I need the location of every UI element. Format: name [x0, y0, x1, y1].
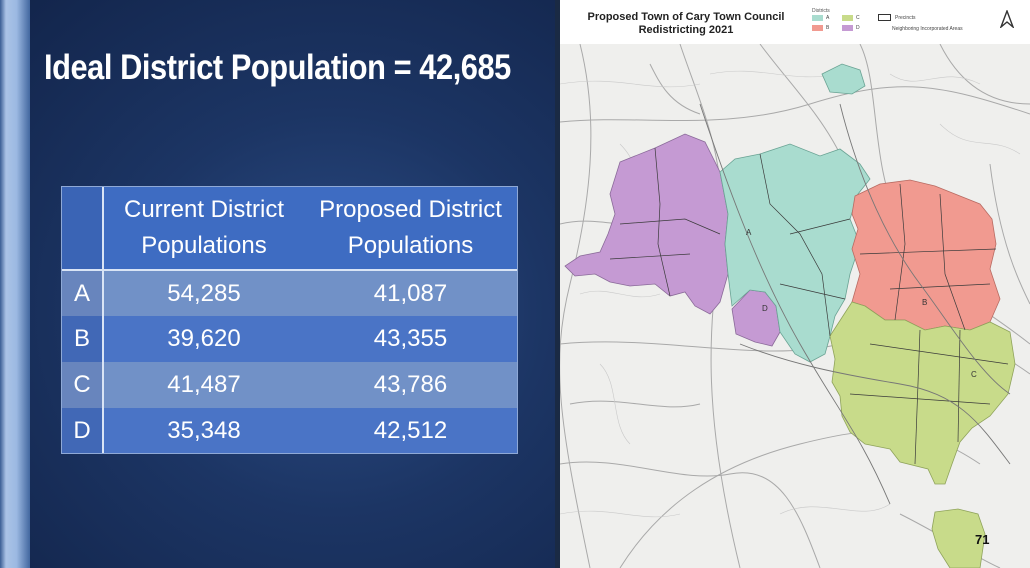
- legend-item-precincts: Precincts: [878, 14, 916, 21]
- district-cell: C: [62, 362, 104, 408]
- current-population-cell: 41,487: [167, 371, 241, 398]
- header-current: Current District Populations: [104, 187, 304, 269]
- legend-label-c: C: [856, 15, 860, 21]
- header-proposed: Proposed District Populations: [304, 187, 517, 269]
- legend-precinct-outline: [878, 14, 891, 21]
- table-header-row: Current District Populations Proposed Di…: [62, 187, 517, 271]
- legend-label-d: D: [856, 25, 860, 31]
- map-label-b: B: [922, 298, 928, 307]
- proposed-population-cell: 43,786: [373, 371, 448, 398]
- legend-item-c: C: [842, 15, 860, 21]
- district-cell: D: [62, 408, 104, 453]
- district-c-shape: [829, 301, 1016, 485]
- current-population-cell: 39,620: [167, 325, 241, 352]
- slide-left-rail: [0, 0, 30, 568]
- panel-divider: [555, 0, 560, 568]
- header-proposed-text: Proposed District Populations: [319, 196, 502, 259]
- proposed-population-cell: 43,355: [373, 325, 448, 352]
- legend-item-neighboring: Neighboring Incorporated Areas: [892, 26, 963, 32]
- legend-swatch-b: [812, 25, 823, 31]
- overlay-streets: [699, 103, 1011, 505]
- table-row: B 39,620 43,355: [62, 316, 517, 362]
- legend-swatch-d: [842, 25, 853, 31]
- map-title-line1: Proposed Town of Cary Town Council: [587, 11, 785, 23]
- table-row: C 41,487 43,786: [62, 362, 517, 408]
- slide-title: Ideal District Population = 42,685: [44, 48, 511, 87]
- presentation-slide: Ideal District Population = 42,685 Curre…: [0, 0, 555, 568]
- map-title: Proposed Town of Cary Town Council Redis…: [566, 11, 806, 37]
- header-corner-cell: [62, 187, 104, 269]
- proposed-population-cell: 41,087: [373, 279, 448, 307]
- map-label-c: C: [971, 370, 977, 379]
- current-population-cell: 54,285: [167, 279, 241, 307]
- district-cell: A: [62, 271, 104, 316]
- legend-swatch-a: [812, 15, 823, 21]
- proposed-population-cell: 42,512: [373, 416, 448, 444]
- district-c-shape: [931, 508, 986, 568]
- map-title-line2: Redistricting 2021: [638, 24, 734, 36]
- table-row: D 35,348 42,512: [62, 408, 517, 453]
- slide-page-number: 71: [975, 532, 990, 547]
- legend-neighboring-label: Neighboring Incorporated Areas: [892, 26, 963, 32]
- current-population-cell: 35,348: [167, 416, 241, 444]
- table-row: A 54,285 41,087: [62, 271, 517, 316]
- map-header: Proposed Town of Cary Town Council Redis…: [560, 0, 1030, 44]
- legend-swatch-c: [842, 15, 853, 21]
- district-a-shape: [821, 63, 866, 95]
- north-arrow-icon: [1000, 10, 1014, 28]
- district-a-shape: [719, 143, 871, 363]
- legend-precincts-label: Precincts: [895, 14, 916, 21]
- legend-districts-label: Districts: [812, 8, 830, 14]
- redistricting-map: Proposed Town of Cary Town Council Redis…: [560, 0, 1030, 568]
- map-canvas: [560, 44, 1030, 568]
- precinct-boundaries: [609, 147, 1009, 465]
- population-table: Current District Populations Proposed Di…: [61, 186, 518, 454]
- road-network: [560, 44, 1030, 568]
- header-current-text: Current District Populations: [123, 196, 285, 259]
- legend-item-d: D: [842, 25, 860, 31]
- map-label-a: A: [746, 228, 752, 237]
- legend-item-b: B: [812, 25, 829, 31]
- district-cell: B: [62, 316, 104, 362]
- legend-label-b: B: [826, 25, 830, 31]
- legend-item-a: A: [812, 15, 829, 21]
- map-label-d: D: [762, 304, 768, 313]
- legend-label-a: A: [826, 15, 830, 21]
